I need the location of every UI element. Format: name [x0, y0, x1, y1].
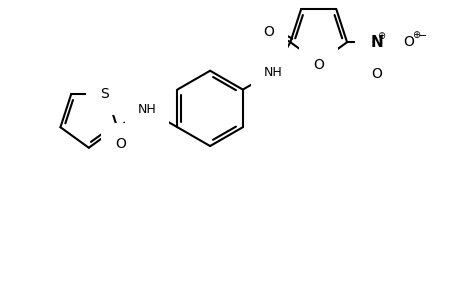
Text: ⊕: ⊕ — [411, 30, 420, 40]
Text: N: N — [369, 35, 382, 50]
Text: NH: NH — [138, 103, 157, 116]
Text: O: O — [262, 25, 273, 39]
Text: NH: NH — [263, 66, 282, 79]
Text: −: − — [416, 31, 426, 41]
Text: O: O — [402, 35, 413, 49]
Text: O: O — [370, 67, 381, 81]
Text: S: S — [100, 87, 108, 101]
Text: O: O — [313, 58, 324, 72]
Text: ⊕: ⊕ — [377, 31, 385, 41]
Text: O: O — [115, 137, 126, 151]
